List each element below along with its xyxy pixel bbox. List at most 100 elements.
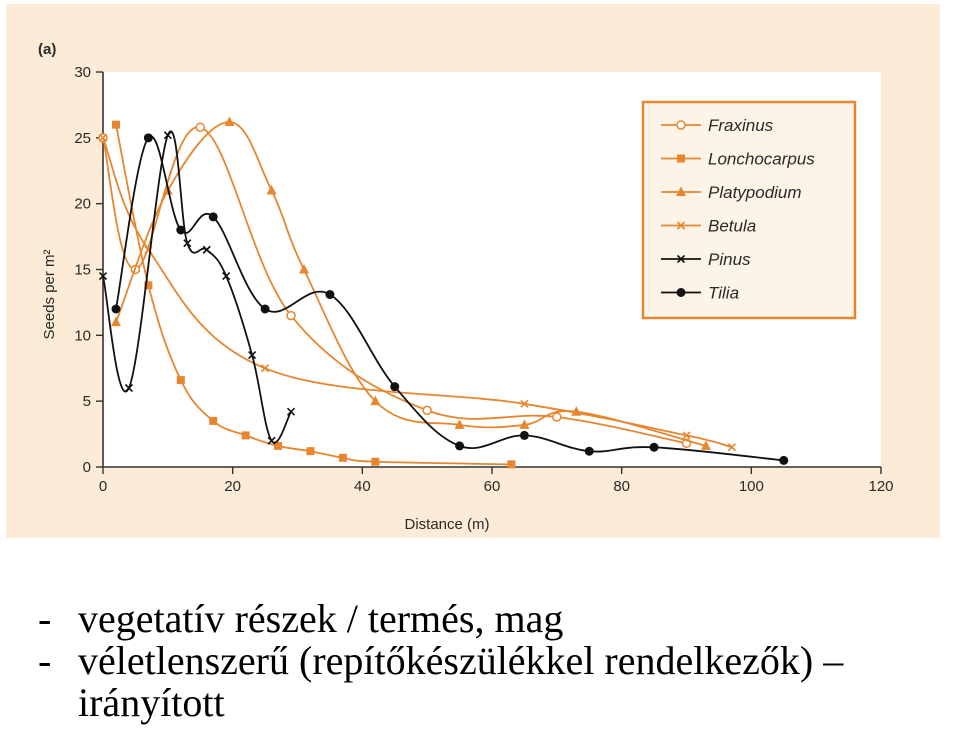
marker-pinus [202,245,211,254]
data-point-pinus [124,383,133,393]
y-tick-label: 0 [83,459,91,476]
bullet-item: - vegetatív részek / termés, mag [38,598,953,640]
data-point-tilia [143,133,153,143]
data-point-lonchocarpus [306,447,315,456]
marker-platypodium [110,316,121,327]
marker-tilia [455,441,465,451]
data-point-betula [727,443,736,452]
marker-platypodium [298,264,309,274]
bullet-list: - vegetatív részek / termés, mag - vélet… [38,598,953,724]
data-point-betula [520,399,529,408]
data-point-lonchocarpus [241,431,250,440]
marker-tilia [390,382,400,392]
series-betula [98,133,736,452]
data-point-pinus [286,407,296,416]
panel-label: (a) [38,41,56,58]
data-point-platypodium [700,440,711,450]
marker-lonchocarpus [144,281,153,290]
data-point-lonchocarpus [209,416,218,425]
legend-marker-platypodium [676,186,686,196]
marker-platypodium [224,116,235,127]
data-point-tilia [519,430,529,440]
x-tick-label: 0 [99,478,107,495]
series-line-tilia [115,135,784,462]
series-line-pinus [102,130,292,444]
marker-pinus [163,131,172,140]
data-point-platypodium [298,264,309,274]
legend-label-betula: Betula [708,217,756,236]
marker-lonchocarpus [338,453,347,462]
marker-lonchocarpus [306,447,315,456]
data-point-tilia [779,455,789,465]
data-point-pinus [183,239,192,248]
x-tick-label: 80 [613,478,630,495]
series-line-lonchocarpus [115,124,512,466]
data-point-lonchocarpus [338,453,347,462]
series-lonchocarpus [111,120,516,469]
marker-pinus [98,272,108,281]
data-point-tilia [325,290,335,300]
x-tick-label: 20 [224,478,241,495]
bullet-dash [38,682,78,724]
marker-betula [261,364,270,373]
marker-betula [682,431,691,440]
data-point-platypodium [266,185,277,195]
data-point-platypodium [519,419,530,429]
marker-platypodium [700,440,711,450]
series-tilia [111,133,789,465]
legend-marker-pinus [676,254,686,264]
marker-tilia [143,133,153,143]
bullet-text: irányított [78,680,225,725]
x-axis-label: Distance (m) [404,516,489,533]
data-point-platypodium [454,419,465,429]
series-pinus [98,130,296,445]
data-point-lonchocarpus [111,120,120,129]
x-tick-label: 120 [868,478,893,495]
data-point-lonchocarpus [176,376,185,385]
data-point-pinus [163,131,172,140]
data-point-tilia [649,442,659,452]
legend-item-pinus: Pinus [661,250,751,269]
marker-betula [98,133,108,142]
y-axis-label: Seeds per m² [41,249,58,339]
x-tick-label: 40 [354,478,371,495]
legend-item-lonchocarpus: Lonchocarpus [661,150,815,169]
marker-lonchocarpus [209,416,218,425]
marker-lonchocarpus [507,460,516,469]
legend-marker-fraxinus [676,120,686,130]
marker-platypodium [454,419,465,429]
chart-panel: 0 20 40 60 80 100 120 0 5 10 15 20 25 30 Distance (m) S… [6,4,940,538]
data-point-tilia [208,212,218,222]
legend-box [641,100,857,320]
marker-fraxinus [195,122,205,133]
seed-dispersal-chart: 0 20 40 60 80 100 120 0 5 10 15 20 25 30 Distance (m) S… [6,4,940,538]
x-tick-label: 100 [739,478,764,495]
marker-betula [727,443,736,452]
y-tick-label: 20 [74,196,91,213]
y-tick-label: 15 [74,262,91,279]
data-point-platypodium [224,116,235,127]
marker-tilia [208,212,218,222]
bullet-item: irányított [38,682,953,724]
series-line-platypodium [115,121,707,447]
marker-lonchocarpus [371,457,380,466]
legend-item-platypodium: Platypodium [661,183,802,202]
legend-item-betula: Betula [661,217,756,236]
marker-pinus [267,436,276,445]
marker-tilia [260,304,270,314]
marker-fraxinus [422,405,432,416]
data-point-fraxinus [286,310,296,321]
marker-fraxinus [552,412,562,422]
legend-label-tilia: Tilia [708,284,739,303]
data-point-pinus [248,351,257,360]
x-tick-label: 60 [484,478,501,495]
marker-pinus [286,407,296,416]
marker-fraxinus [286,310,296,321]
marker-tilia [649,442,659,452]
marker-pinus [248,351,257,360]
data-point-lonchocarpus [144,281,153,290]
data-point-betula [98,133,108,142]
marker-lonchocarpus [111,120,120,129]
series-line-betula [102,137,733,449]
legend: Fraxinus Lonchocarpus Platypodium Betula Pin… [641,100,857,320]
